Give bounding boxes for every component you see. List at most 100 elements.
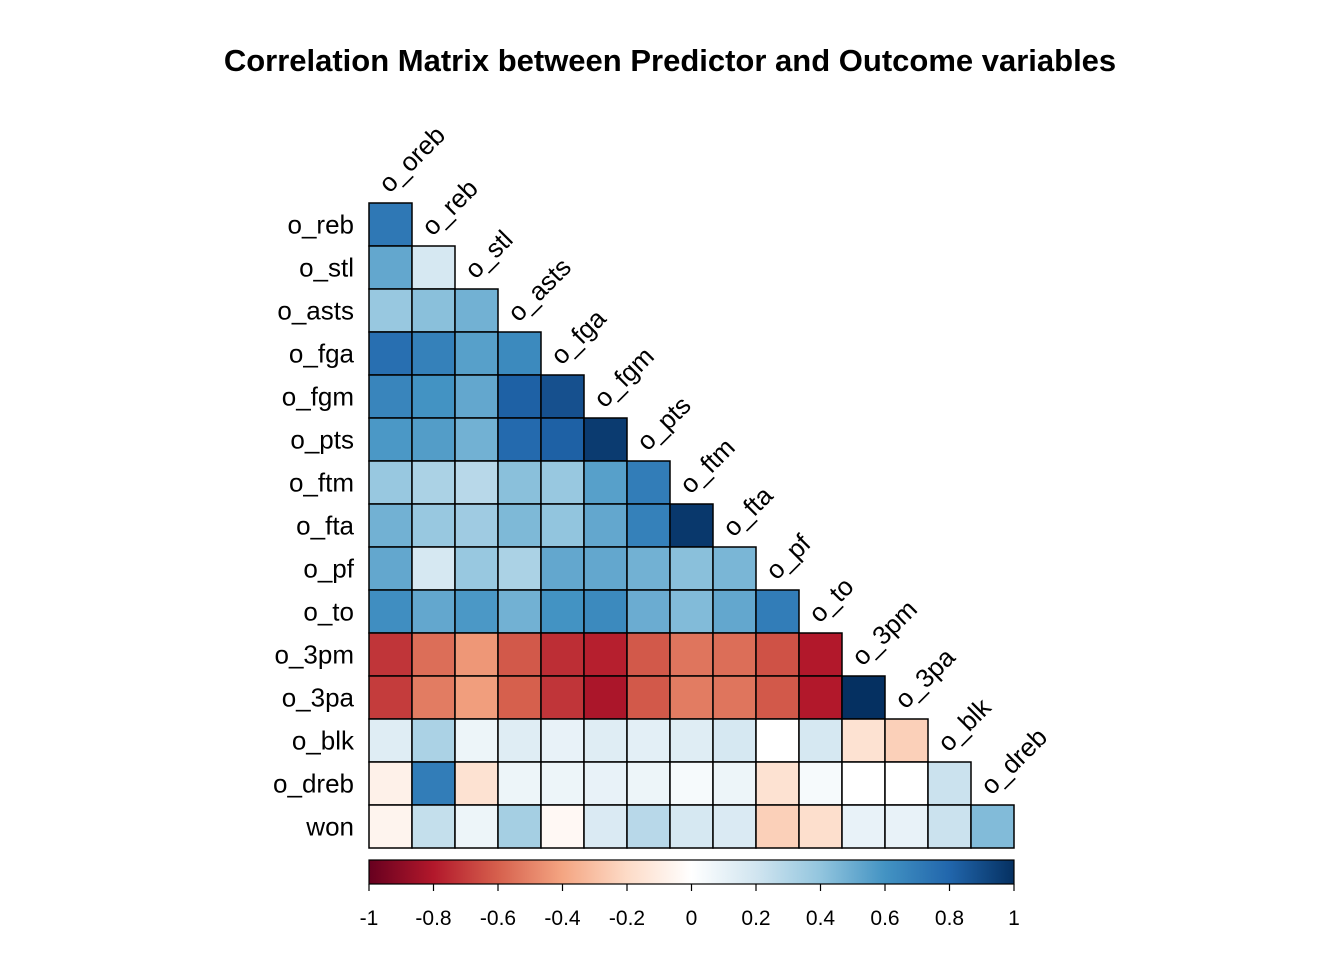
heatmap-cell [411, 546, 456, 591]
heatmap-cell [497, 417, 542, 462]
row-label: o_fgm [282, 382, 354, 412]
heatmap-cell [798, 804, 843, 849]
heatmap-cell [411, 718, 456, 763]
column-label: o_oreb [373, 120, 451, 198]
heatmap-cell [497, 632, 542, 677]
heatmap-cell [583, 460, 628, 505]
heatmap-cell [368, 804, 413, 849]
heatmap-cell [669, 632, 714, 677]
heatmap-cell [798, 632, 843, 677]
heatmap-cell [411, 417, 456, 462]
heatmap-cell [411, 632, 456, 677]
heatmap-cell [368, 761, 413, 806]
row-label: o_pf [303, 554, 354, 584]
heatmap-cell [927, 804, 972, 849]
heatmap-cell [712, 804, 757, 849]
row-label: o_3pa [282, 683, 355, 713]
heatmap-cell [411, 761, 456, 806]
heatmap-cell [454, 632, 499, 677]
heatmap-cell [368, 718, 413, 763]
heatmap-cell [497, 761, 542, 806]
heatmap-cell [540, 589, 585, 634]
heatmap-cell [368, 460, 413, 505]
heatmap-cell [411, 331, 456, 376]
column-label: o_asts [502, 252, 577, 327]
heatmap-cell [454, 675, 499, 720]
row-label: o_fga [289, 339, 355, 369]
heatmap-cell [454, 761, 499, 806]
column-label: o_fta [717, 480, 779, 542]
heatmap-cell [497, 675, 542, 720]
colorbar-tick-label: 0 [686, 907, 698, 930]
heatmap-cell [540, 675, 585, 720]
heatmap-cell [626, 804, 671, 849]
colorbar-tick-label: -0.2 [609, 907, 645, 930]
heatmap-cell [626, 589, 671, 634]
heatmap-cell [626, 460, 671, 505]
heatmap-cell [626, 718, 671, 763]
row-label: o_blk [292, 726, 355, 756]
heatmap-cell [798, 675, 843, 720]
heatmap-cell [583, 589, 628, 634]
heatmap-cell [411, 288, 456, 333]
heatmap-cell [411, 675, 456, 720]
heatmap-cell [540, 503, 585, 548]
row-label: o_ftm [289, 468, 354, 498]
row-label: o_fta [296, 511, 354, 541]
heatmap-cell [755, 761, 800, 806]
heatmap-cell [669, 761, 714, 806]
chart-title: Correlation Matrix between Predictor and… [224, 43, 1116, 78]
heatmap-cell [712, 761, 757, 806]
heatmap-cell [540, 761, 585, 806]
colorbar-tick-label: 0.8 [935, 907, 964, 930]
heatmap-cell [454, 804, 499, 849]
heatmap-cell [411, 374, 456, 419]
heatmap-cell [540, 718, 585, 763]
heatmap-cell [583, 632, 628, 677]
column-label: o_fgm [588, 341, 660, 413]
heatmap-cell [841, 804, 886, 849]
row-label: o_reb [288, 210, 355, 240]
column-label: o_to [803, 571, 860, 628]
heatmap-cell [798, 761, 843, 806]
heatmap-cell [927, 761, 972, 806]
heatmap-cell [411, 503, 456, 548]
colorbar-tick-label: -0.8 [415, 907, 451, 930]
heatmap-cell [454, 417, 499, 462]
colorbar-tick-label: 0.6 [870, 907, 899, 930]
heatmap-cell [755, 718, 800, 763]
heatmap-cell [669, 718, 714, 763]
row-label: won [305, 812, 354, 842]
column-label: o_stl [459, 224, 519, 284]
heatmap-cell [497, 374, 542, 419]
heatmap-cell [755, 589, 800, 634]
column-label: o_pf [760, 528, 818, 586]
heatmap-cell [712, 546, 757, 591]
heatmap-cell [411, 589, 456, 634]
heatmap-cell [497, 503, 542, 548]
heatmap-cell [712, 589, 757, 634]
column-label: o_blk [932, 691, 998, 757]
heatmap-cell [540, 546, 585, 591]
heatmap-cell [497, 718, 542, 763]
heatmap-cells [368, 202, 1015, 849]
row-label: o_asts [277, 296, 354, 326]
heatmap-cell [368, 546, 413, 591]
heatmap-cell [884, 718, 929, 763]
heatmap-cell [454, 374, 499, 419]
heatmap-cell [454, 503, 499, 548]
row-label: o_pts [290, 425, 354, 455]
colorbar-gradient [368, 859, 1015, 885]
heatmap-cell [669, 589, 714, 634]
heatmap-cell [368, 245, 413, 290]
column-label: o_ftm [674, 432, 741, 499]
colorbar-tick-label: 1 [1008, 907, 1020, 930]
heatmap-cell [712, 632, 757, 677]
heatmap-cell [583, 417, 628, 462]
heatmap-cell [712, 675, 757, 720]
row-labels: o_reb o_stl o_asts o_fga o_fgm o_pts o_ftm o_ft… [273, 210, 355, 842]
row-label: o_3pm [275, 640, 355, 670]
heatmap-cell [540, 374, 585, 419]
heatmap-cell [669, 675, 714, 720]
